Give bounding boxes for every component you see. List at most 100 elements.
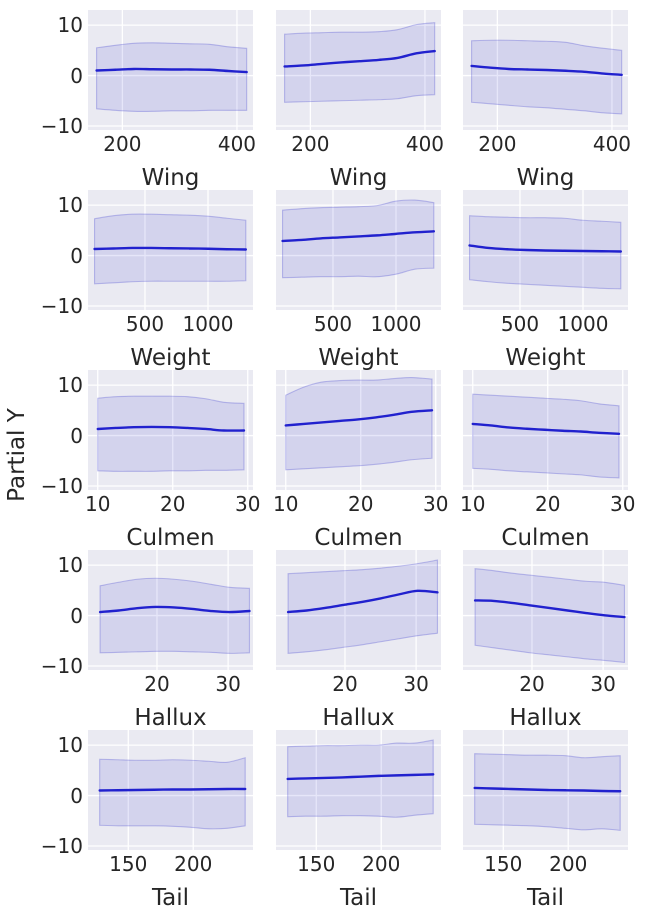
subplot-tail-3 [463, 730, 628, 850]
plot-canvas-tail-2 [276, 730, 441, 850]
subplot-weight-2 [276, 190, 441, 310]
subplot-hallux-3 [463, 550, 628, 670]
partial-dependence-line [98, 605, 251, 614]
confidence-band [99, 757, 246, 830]
plot-canvas-culmen-1 [88, 370, 253, 490]
plot-canvas-weight-2 [276, 190, 441, 310]
subplot-tail-1 [88, 730, 253, 850]
plot-canvas-wing-3 [463, 10, 628, 130]
x-axis-label-hallux-1: Hallux [134, 705, 207, 731]
confidence-band [287, 559, 438, 654]
subplot-weight-3 [463, 190, 628, 310]
x-tick-label: 500 [500, 312, 540, 336]
x-axis-label-tail-2: Tail [339, 885, 378, 911]
subplot-weight-1 [88, 190, 253, 310]
x-tick-label: 400 [217, 132, 257, 156]
y-tick-label: −10 [40, 833, 83, 858]
plot-canvas-wing-2 [276, 10, 441, 130]
partial-dependence-line [93, 246, 248, 251]
y-tick-label: 0 [70, 243, 83, 268]
x-axis-label-weight-1: Weight [130, 345, 211, 371]
x-axis-label-weight-2: Weight [318, 345, 399, 371]
x-tick-label: 200 [549, 852, 588, 876]
y-tick-label: 10 [57, 193, 83, 218]
y-tick-label: −10 [40, 293, 83, 318]
y-tick-label: 0 [70, 603, 83, 628]
subplot-hallux-1 [88, 550, 253, 670]
confidence-band [469, 215, 622, 290]
plot-canvas-weight-1 [88, 190, 253, 310]
y-tick-label: −10 [40, 653, 83, 678]
partial-dependence-line [473, 786, 622, 793]
x-tick-label: 20 [519, 672, 545, 696]
partial-dependence-line [96, 425, 246, 432]
confidence-band [471, 39, 623, 115]
x-tick-label: 20 [144, 672, 170, 696]
plot-canvas-culmen-2 [276, 370, 441, 490]
plot-canvas-hallux-1 [88, 550, 253, 670]
partial-dependence-line [95, 67, 248, 74]
plot-canvas-culmen-3 [463, 370, 628, 490]
partial-dependence-line [284, 409, 434, 427]
x-tick-label: 1000 [370, 312, 422, 336]
x-tick-label: 150 [297, 852, 336, 876]
partial-dependence-line [286, 773, 435, 781]
x-axis-label-weight-3: Weight [505, 345, 586, 371]
y-tick-label: 0 [70, 783, 83, 808]
subplot-culmen-1 [88, 370, 253, 490]
subplot-hallux-2 [276, 550, 441, 670]
y-axis-label: Partial Y [4, 408, 30, 502]
x-tick-label: 30 [215, 672, 241, 696]
x-tick-label: 150 [484, 852, 523, 876]
confidence-band [97, 395, 245, 472]
x-axis-label-culmen-3: Culmen [501, 525, 590, 551]
confidence-band [96, 42, 248, 112]
confidence-band [99, 577, 250, 654]
x-tick-label: 1000 [557, 312, 609, 336]
partial-dependence-line [283, 49, 436, 68]
subplot-wing-3 [463, 10, 628, 130]
x-tick-label: 400 [405, 132, 445, 156]
x-tick-label: 30 [610, 492, 636, 516]
y-tick-label: 10 [57, 733, 83, 758]
confidence-band [284, 21, 436, 103]
x-tick-label: 150 [109, 852, 148, 876]
partial-dependence-line [286, 589, 439, 614]
y-tick-label: 0 [70, 63, 83, 88]
plot-canvas-tail-3 [463, 730, 628, 850]
x-tick-label: 200 [103, 132, 142, 156]
partial-dependence-line [473, 599, 626, 619]
x-tick-label: 200 [362, 852, 401, 876]
y-tick-label: 10 [57, 13, 83, 38]
y-tick-label: 0 [70, 423, 83, 448]
x-tick-label: 20 [332, 672, 358, 696]
x-axis-label-culmen-1: Culmen [126, 525, 215, 551]
x-tick-label: 30 [403, 672, 429, 696]
y-tick-label: 10 [57, 553, 83, 578]
subplot-culmen-2 [276, 370, 441, 490]
confidence-band [285, 377, 433, 471]
plot-canvas-hallux-2 [276, 550, 441, 670]
x-axis-label-tail-1: Tail [151, 885, 190, 911]
x-tick-label: 200 [291, 132, 330, 156]
confidence-band [287, 739, 434, 818]
subplot-culmen-3 [463, 370, 628, 490]
x-axis-label-tail-3: Tail [526, 885, 565, 911]
partial-dependence-line [281, 230, 436, 243]
y-tick-label: −10 [40, 113, 83, 138]
x-tick-label: 200 [478, 132, 517, 156]
x-axis-label-culmen-2: Culmen [314, 525, 403, 551]
x-tick-label: 10 [85, 492, 111, 516]
partial-dependence-line [468, 244, 623, 253]
x-tick-label: 10 [273, 492, 299, 516]
plot-canvas-weight-3 [463, 190, 628, 310]
plot-canvas-tail-1 [88, 730, 253, 850]
confidence-band [474, 568, 625, 664]
x-tick-label: 20 [348, 492, 374, 516]
subplot-wing-2 [276, 10, 441, 130]
x-tick-label: 500 [125, 312, 165, 336]
x-tick-label: 10 [460, 492, 486, 516]
subplot-tail-2 [276, 730, 441, 850]
x-axis-label-wing-1: Wing [141, 165, 200, 191]
x-axis-label-hallux-3: Hallux [509, 705, 582, 731]
